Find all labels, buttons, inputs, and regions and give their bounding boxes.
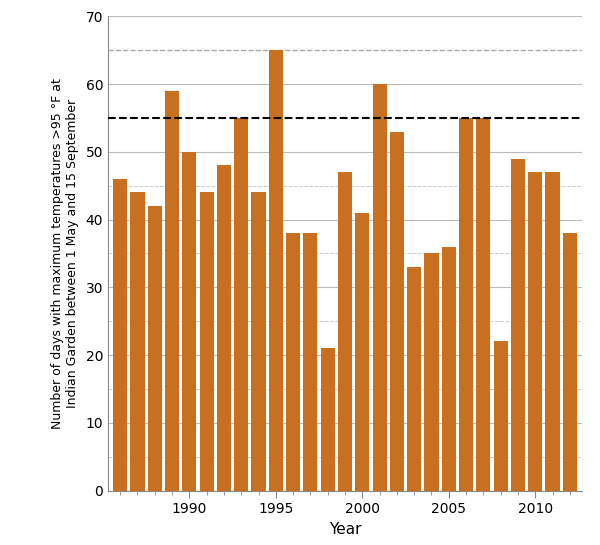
Bar — [234, 118, 248, 490]
Bar — [217, 165, 231, 490]
Bar — [528, 172, 542, 490]
Bar — [424, 253, 439, 490]
Bar — [320, 348, 335, 490]
Bar — [494, 342, 508, 490]
Bar — [113, 179, 127, 490]
Bar — [545, 172, 560, 490]
Bar — [355, 213, 370, 490]
Bar — [269, 50, 283, 490]
Bar — [304, 233, 317, 490]
Bar — [442, 247, 456, 490]
Bar — [476, 118, 490, 490]
Y-axis label: Number of days with maximum temperatures >95 °F at
Indian Garden between 1 May a: Number of days with maximum temperatures… — [50, 78, 79, 429]
Bar — [511, 159, 525, 490]
Bar — [130, 192, 145, 490]
Bar — [459, 118, 473, 490]
Bar — [407, 267, 421, 490]
Bar — [373, 84, 386, 490]
Bar — [200, 192, 214, 490]
Bar — [563, 233, 577, 490]
Bar — [182, 152, 196, 490]
Bar — [148, 206, 162, 490]
Bar — [286, 233, 300, 490]
Bar — [338, 172, 352, 490]
Bar — [165, 91, 179, 490]
X-axis label: Year: Year — [329, 522, 361, 537]
Bar — [390, 131, 404, 490]
Bar — [251, 192, 266, 490]
